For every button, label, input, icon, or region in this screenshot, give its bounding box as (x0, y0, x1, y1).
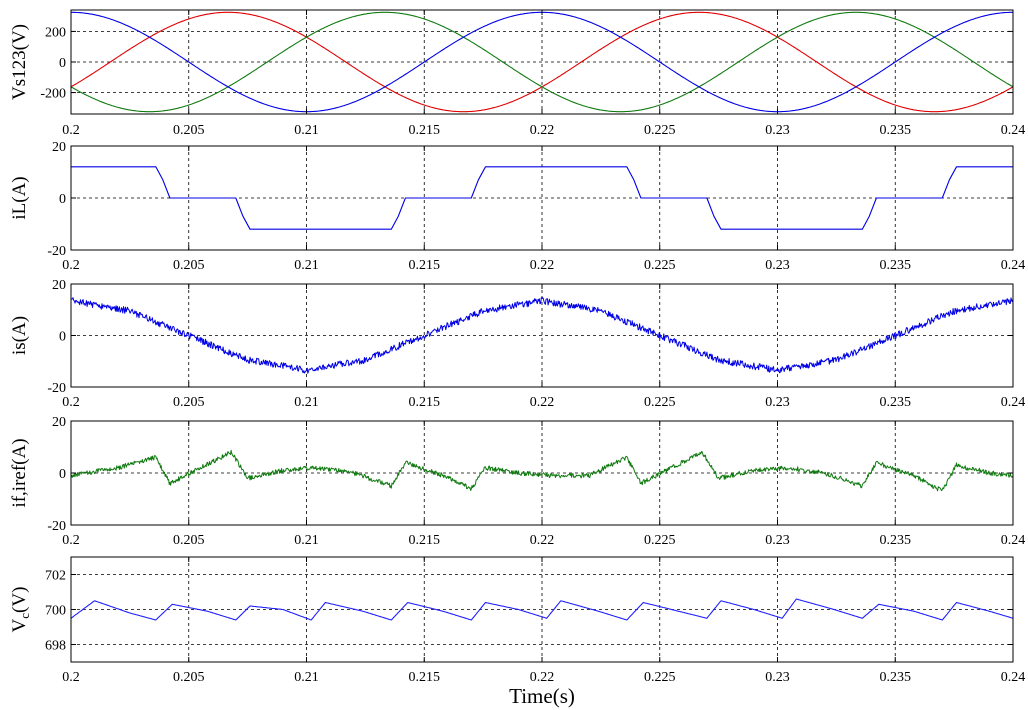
y-tick-label: -200 (40, 87, 66, 102)
x-tick-label: 0.215 (409, 533, 441, 548)
subplot-il: 0.2 0.205 0.21 0.215 0.22 0.225 0.23 0.235 0.24 -… (9, 140, 1025, 273)
x-tick-label: 0.2 (62, 123, 80, 138)
y-tick-label: 20 (52, 140, 66, 155)
x-tick-label: 0.205 (173, 123, 205, 138)
x-tick-label: 0.205 (173, 670, 205, 685)
y-tick-label: 0 (59, 330, 66, 345)
x-tick-label: 0.215 (409, 670, 441, 685)
y-tick-label: 0 (59, 56, 66, 71)
x-tick-label: 0.24 (1001, 123, 1026, 138)
y-tick-label: 20 (52, 278, 66, 293)
y-tick-label: -20 (47, 519, 66, 534)
y-tick-label: 702 (45, 569, 66, 584)
x-tick-label: 0.215 (409, 123, 441, 138)
x-tick-label: 0.22 (530, 670, 555, 685)
x-tick-label: 0.225 (644, 670, 676, 685)
y-tick-label: 700 (45, 604, 66, 619)
x-tick-label: 0.225 (644, 123, 676, 138)
x-tick-label: 0.205 (173, 533, 205, 548)
y-tick-label: 698 (45, 639, 66, 654)
x-tick-label: 0.22 (530, 533, 555, 548)
y-tick-label: -20 (47, 381, 66, 396)
y-tick-label: 200 (45, 25, 66, 40)
x-tick-label: 0.225 (644, 258, 676, 273)
y-axis-label: if,iref(A) (9, 438, 30, 507)
x-tick-label: 0.22 (530, 395, 555, 410)
x-tick-label: 0.24 (1001, 258, 1026, 273)
x-tick-label: 0.24 (1001, 395, 1026, 410)
x-tick-label: 0.21 (294, 123, 319, 138)
y-tick-label: 0 (59, 192, 66, 207)
x-tick-label: 0.23 (765, 533, 790, 548)
series-line-is-0 (70, 297, 1014, 374)
x-tick-label: 0.205 (173, 258, 205, 273)
y-axis-label: Vc(V) (9, 587, 32, 633)
x-tick-label: 0.235 (880, 395, 912, 410)
x-tick-label: 0.235 (880, 533, 912, 548)
x-axis-label: Time(s) (509, 684, 575, 708)
y-axis-label: iL(A) (9, 176, 30, 219)
x-tick-label: 0.2 (62, 395, 80, 410)
x-tick-label: 0.21 (294, 670, 319, 685)
x-tick-label: 0.24 (1001, 670, 1026, 685)
y-tick-label: 0 (59, 467, 66, 482)
x-tick-label: 0.235 (880, 258, 912, 273)
x-tick-label: 0.23 (765, 670, 790, 685)
series-line-if-0 (70, 449, 1014, 492)
y-axis-label: is(A) (9, 316, 30, 355)
x-tick-label: 0.22 (530, 123, 555, 138)
x-tick-label: 0.2 (62, 670, 80, 685)
x-tick-label: 0.23 (765, 258, 790, 273)
subplot-if: 0.2 0.205 0.21 0.215 0.22 0.225 0.23 0.235 0.24 -… (9, 415, 1025, 548)
y-tick-label: -20 (47, 244, 66, 259)
x-tick-label: 0.21 (294, 395, 319, 410)
subplot-vc: 0.2 0.205 0.21 0.215 0.22 0.225 0.23 0.235 0.24 6… (9, 556, 1026, 685)
x-tick-label: 0.22 (530, 258, 555, 273)
x-tick-label: 0.225 (644, 533, 676, 548)
y-tick-label: 20 (52, 415, 66, 430)
series-line-il-0 (71, 166, 1013, 230)
x-tick-label: 0.205 (173, 395, 205, 410)
subplot-is: 0.2 0.205 0.21 0.215 0.22 0.225 0.23 0.235 0.24 -… (9, 278, 1025, 410)
x-tick-label: 0.215 (409, 258, 441, 273)
x-tick-label: 0.21 (294, 533, 319, 548)
x-tick-label: 0.235 (880, 123, 912, 138)
y-axis-label: Vs123(V) (9, 24, 30, 100)
x-tick-label: 0.23 (765, 123, 790, 138)
x-tick-label: 0.235 (880, 670, 912, 685)
x-tick-label: 0.2 (62, 533, 80, 548)
x-tick-label: 0.24 (1001, 533, 1026, 548)
subplot-vs123: 0.2 0.205 0.21 0.215 0.22 0.225 0.23 0.235 0.24 -… (9, 9, 1026, 138)
series-line-vc-0 (70, 598, 1014, 621)
x-tick-label: 0.23 (765, 395, 790, 410)
x-tick-label: 0.215 (409, 395, 441, 410)
x-tick-label: 0.225 (644, 395, 676, 410)
x-tick-label: 0.2 (62, 258, 80, 273)
x-tick-label: 0.21 (294, 258, 319, 273)
